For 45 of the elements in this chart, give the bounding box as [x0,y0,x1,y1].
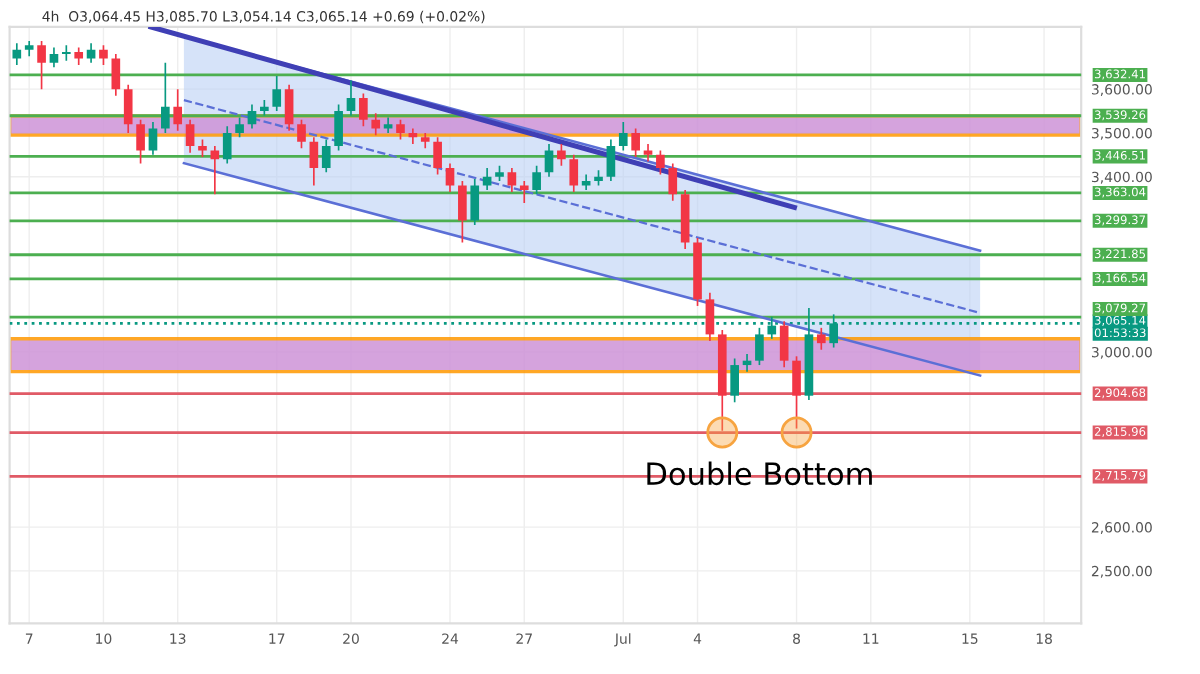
candlestick [111,53,121,97]
candlestick [470,178,480,226]
candlestick [631,127,640,158]
candlestick [359,92,368,128]
candlestick [544,143,554,178]
candlestick [532,164,541,196]
candlestick [173,88,183,132]
candlestick [458,180,467,244]
candlestick [730,357,739,404]
candlestick [123,83,133,134]
candlestick [668,162,678,202]
candlestick [792,355,801,430]
candlestick [309,136,319,187]
candlestick [161,62,170,134]
candlestick [136,118,145,165]
candlestick [247,103,257,130]
candlestick [12,42,22,66]
candlestick [816,326,826,351]
candlestick [272,75,282,112]
candlestick [321,138,331,174]
candlestick [61,44,71,62]
candlestick [396,118,405,141]
candlestick [371,112,381,136]
candlestick [99,44,108,66]
candlestick [519,180,529,204]
candlestick [235,116,244,139]
candlestick [334,103,343,152]
candlestick [779,320,789,369]
candlestick [210,145,220,196]
candlestick [433,136,442,176]
candlestick [346,79,356,117]
candlestick [557,143,566,167]
candlestick [569,154,579,193]
candlestick [507,167,517,193]
candlestick [618,121,628,152]
candlestick [185,118,195,154]
candlestick [755,326,764,366]
candlestick [656,149,665,176]
candlestick [284,83,294,132]
candlestick [49,46,59,69]
candlestick [297,118,306,150]
candlestick [222,125,232,165]
candlestick [37,40,46,90]
candlestick [606,138,616,182]
candlestick [705,291,715,342]
